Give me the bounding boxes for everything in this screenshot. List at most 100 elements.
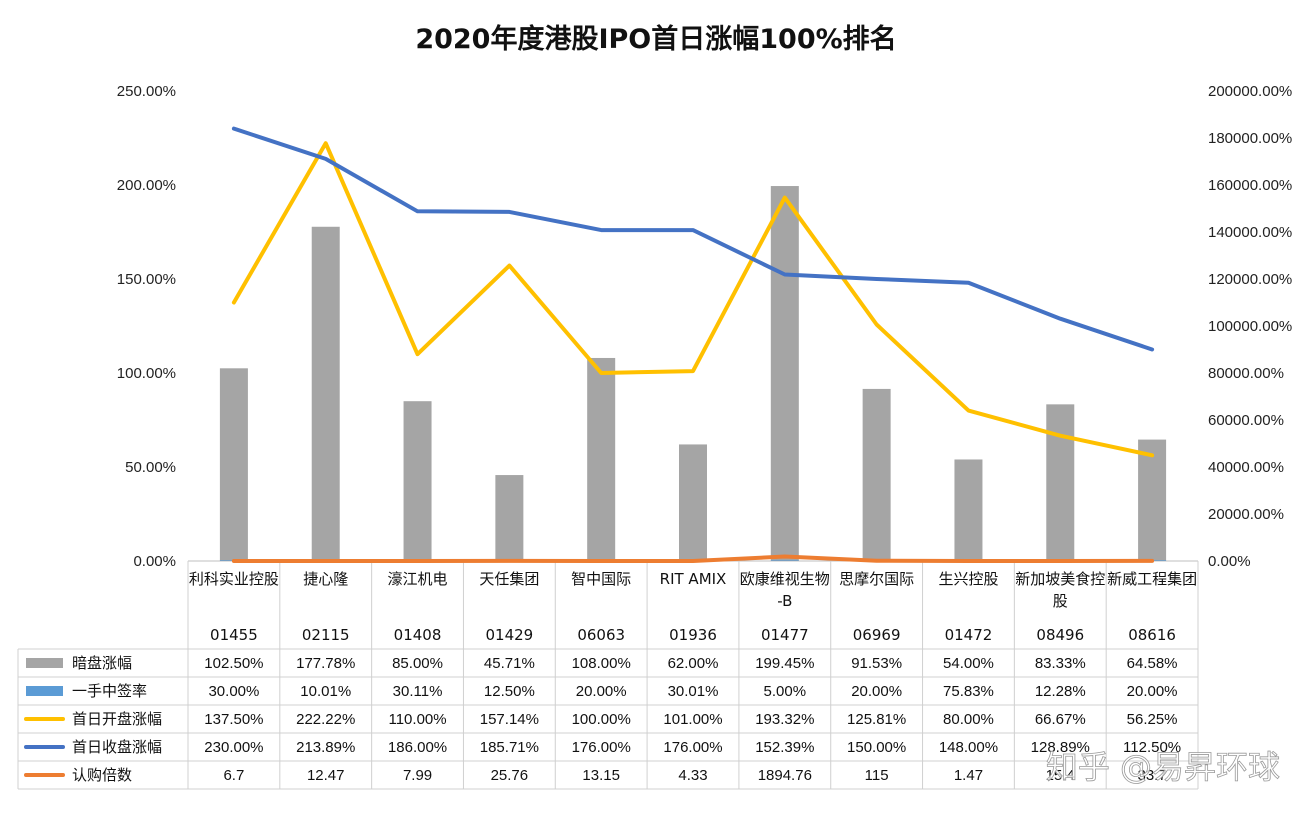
category-code: 01429 <box>486 626 534 644</box>
right-axis-tick-label: 100000.00% <box>1208 318 1292 335</box>
table-cell: 45.71% <box>484 655 535 672</box>
right-axis-tick-label: 80000.00% <box>1208 365 1284 382</box>
table-cell: 102.50% <box>204 655 263 672</box>
table-cell: 137.50% <box>204 711 263 728</box>
table-cell: 12.28% <box>1035 683 1086 700</box>
table-cell: 222.22% <box>296 711 355 728</box>
chart-title: 2020年度港股IPO首日涨幅100%排名 <box>415 23 896 55</box>
table-cell: 193.32% <box>755 711 814 728</box>
bar <box>679 444 707 561</box>
category-code: 06063 <box>577 626 625 644</box>
category-code: 02115 <box>302 626 350 644</box>
table-cell: 157.14% <box>480 711 539 728</box>
legend-key <box>26 658 63 668</box>
left-axis-tick-label: 50.00% <box>125 459 176 476</box>
series-line <box>231 126 1155 352</box>
bar <box>1138 439 1167 561</box>
right-axis-tick-label: 0.00% <box>1208 553 1251 570</box>
table-cell: 15.4 <box>1046 767 1075 784</box>
table-cell: 75.83% <box>943 683 994 700</box>
bar <box>219 368 248 561</box>
table-cell: 12.47 <box>307 767 345 784</box>
table-cell: 30.01% <box>668 683 719 700</box>
category-label: -B <box>777 592 792 610</box>
category-label: RIT AMIX <box>660 570 727 588</box>
category-labels: 利科实业控股 01455 捷心隆 02115 濠江机电 01408 天任集团 01429 智中国… <box>189 570 1197 644</box>
table-cell: 62.00% <box>668 655 719 672</box>
right-axis-tick-label: 180000.00% <box>1208 130 1292 147</box>
bar <box>770 560 799 561</box>
table-cell: 66.67% <box>1035 711 1086 728</box>
category-code: 01936 <box>669 626 717 644</box>
table-cell: 112.50% <box>1123 739 1181 756</box>
table-cell: 100.00% <box>572 711 631 728</box>
bar <box>495 475 524 561</box>
category-label: 新威工程集团 <box>1107 570 1197 588</box>
category-code: 08616 <box>1128 626 1176 644</box>
right-axis-tick-label: 160000.00% <box>1208 177 1292 194</box>
table-cell: 6.7 <box>223 767 244 784</box>
table-cell: 186.00% <box>388 739 447 756</box>
left-axis-tick-label: 150.00% <box>117 271 176 288</box>
left-axis-tick-label: 250.00% <box>117 83 176 100</box>
table-cell: 185.71% <box>480 739 539 756</box>
table-cell: 176.00% <box>572 739 631 756</box>
table-cell: 4.33 <box>678 767 707 784</box>
table-cell: 12.50% <box>484 683 535 700</box>
category-label: 股 <box>1053 592 1068 610</box>
table-cell: 20.00% <box>1127 683 1178 700</box>
bar <box>587 357 616 561</box>
table-cell: 176.00% <box>663 739 722 756</box>
left-axis-ticks: 0.00% 50.00% 100.00% 150.00% 200.00% 250.00% <box>117 83 176 570</box>
table-cell: 20.00% <box>851 683 902 700</box>
series-name: 首日开盘涨幅 <box>72 710 162 728</box>
table-cell: 110.00% <box>388 711 446 728</box>
bar-series <box>219 186 1167 561</box>
table-cell: 91.53% <box>851 655 902 672</box>
series-line <box>231 141 1155 458</box>
right-axis-tick-label: 40000.00% <box>1208 459 1284 476</box>
series-name: 暗盘涨幅 <box>72 654 132 672</box>
table-cell: 25.76 <box>491 767 529 784</box>
table-cell: 177.78% <box>296 655 355 672</box>
table-cell: 101.00% <box>663 711 722 728</box>
table-cell: 54.00% <box>943 655 994 672</box>
right-axis-tick-label: 120000.00% <box>1208 271 1292 288</box>
table-cell: 85.00% <box>392 655 443 672</box>
right-axis-tick-label: 200000.00% <box>1208 83 1292 100</box>
table-cell: 148.00% <box>939 739 998 756</box>
series-name: 一手中签率 <box>72 682 147 700</box>
category-code: 01477 <box>761 626 809 644</box>
line-series <box>231 126 1155 563</box>
table-cell: 30.11% <box>393 683 443 700</box>
right-axis-tick-label: 60000.00% <box>1208 412 1284 429</box>
left-axis-tick-label: 0.00% <box>133 553 176 570</box>
category-label: 智中国际 <box>571 570 631 588</box>
table-cell: 128.89% <box>1031 739 1090 756</box>
table-cell: 13.15 <box>582 767 620 784</box>
table-grid <box>17 560 1199 790</box>
table-cell: 30.00% <box>208 683 259 700</box>
left-axis-tick-label: 200.00% <box>117 177 176 194</box>
table-cell: 7.99 <box>403 767 432 784</box>
category-label: 天任集团 <box>479 570 539 588</box>
category-code: 01408 <box>394 626 442 644</box>
category-label: 利科实业控股 <box>189 570 279 588</box>
category-code: 08496 <box>1036 626 1084 644</box>
series-name: 首日收盘涨幅 <box>72 738 162 756</box>
table-cell: 83.33% <box>1035 655 1086 672</box>
bar <box>862 388 891 561</box>
table-cell: 152.39% <box>755 739 814 756</box>
table-cell: 10.01% <box>300 683 351 700</box>
category-label: 捷心隆 <box>303 570 348 588</box>
data-table: 暗盘涨幅 102.50% 177.78% 85.00% 45.71% 108.00% 62.… <box>24 654 1181 784</box>
left-axis-tick-label: 100.00% <box>117 365 176 382</box>
right-axis-tick-label: 20000.00% <box>1208 506 1284 523</box>
right-axis-tick-label: 140000.00% <box>1208 224 1292 241</box>
table-cell: 64.58% <box>1127 655 1178 672</box>
watermark-text: 知乎 @易昇环球 <box>1046 748 1280 786</box>
table-cell: 115 <box>865 767 889 784</box>
table-cell: 1.47 <box>954 767 983 784</box>
category-code: 01455 <box>210 626 258 644</box>
